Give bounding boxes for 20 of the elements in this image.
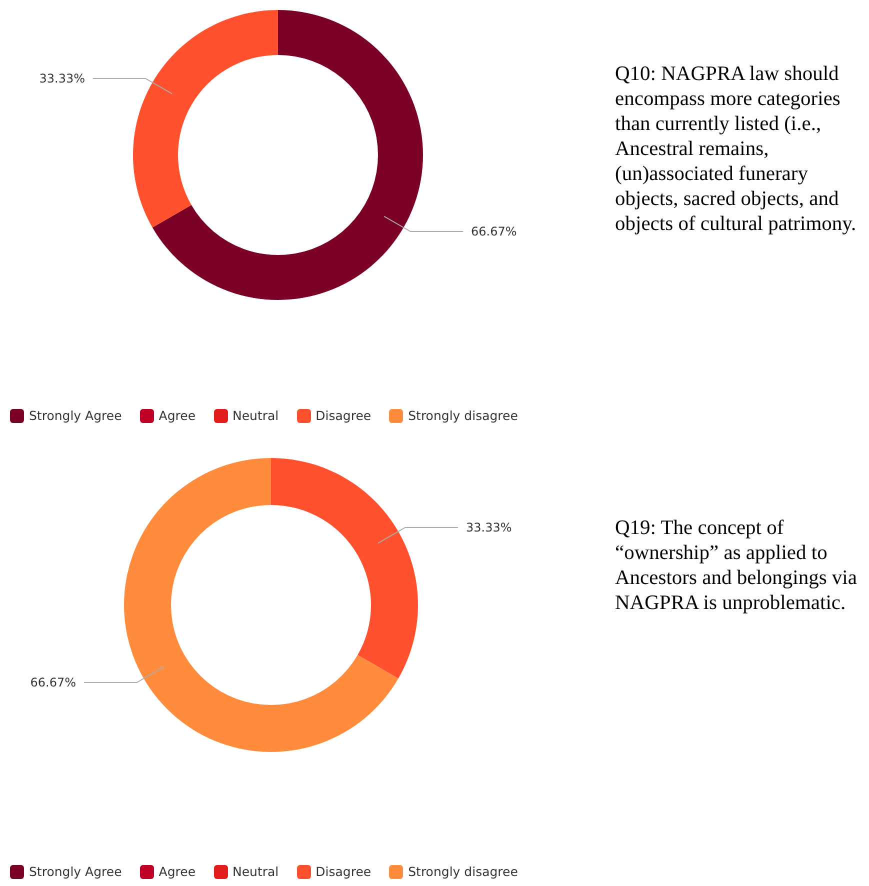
text: Q19: The concept of “ownership” as applied to Ancestors and belongings via NAGPRA is unproblematic. bbox=[615, 516, 858, 616]
text: Q10: NAGPRA law should encompass more categories than currently listed (i.e., Ancestral remains, (un)associated funerary objects, sacred objects, and objects of cultural patrimony. bbox=[615, 62, 858, 237]
legend-label: Strongly disagree bbox=[408, 864, 518, 879]
legend-label: Strongly disagree bbox=[408, 408, 518, 423]
legend-label: Disagree bbox=[316, 408, 372, 423]
donut-slice bbox=[152, 10, 423, 300]
legend-label: Strongly Agree bbox=[29, 864, 122, 879]
legend-label: Disagree bbox=[316, 864, 372, 879]
data-label: 33.33% bbox=[466, 520, 512, 534]
donut-slice bbox=[271, 458, 418, 678]
legend-label: Strongly Agree bbox=[29, 408, 122, 423]
legend-label: Agree bbox=[158, 408, 196, 423]
donut-slice bbox=[124, 458, 398, 752]
donut-slice bbox=[133, 10, 278, 228]
data-label: 66.67% bbox=[30, 676, 76, 690]
data-label: 66.67% bbox=[471, 224, 517, 239]
legend-label: Agree bbox=[158, 864, 196, 879]
legend-label: Neutral bbox=[232, 408, 279, 423]
data-label: 33.33% bbox=[39, 71, 85, 86]
legend-label: Neutral bbox=[232, 864, 279, 879]
